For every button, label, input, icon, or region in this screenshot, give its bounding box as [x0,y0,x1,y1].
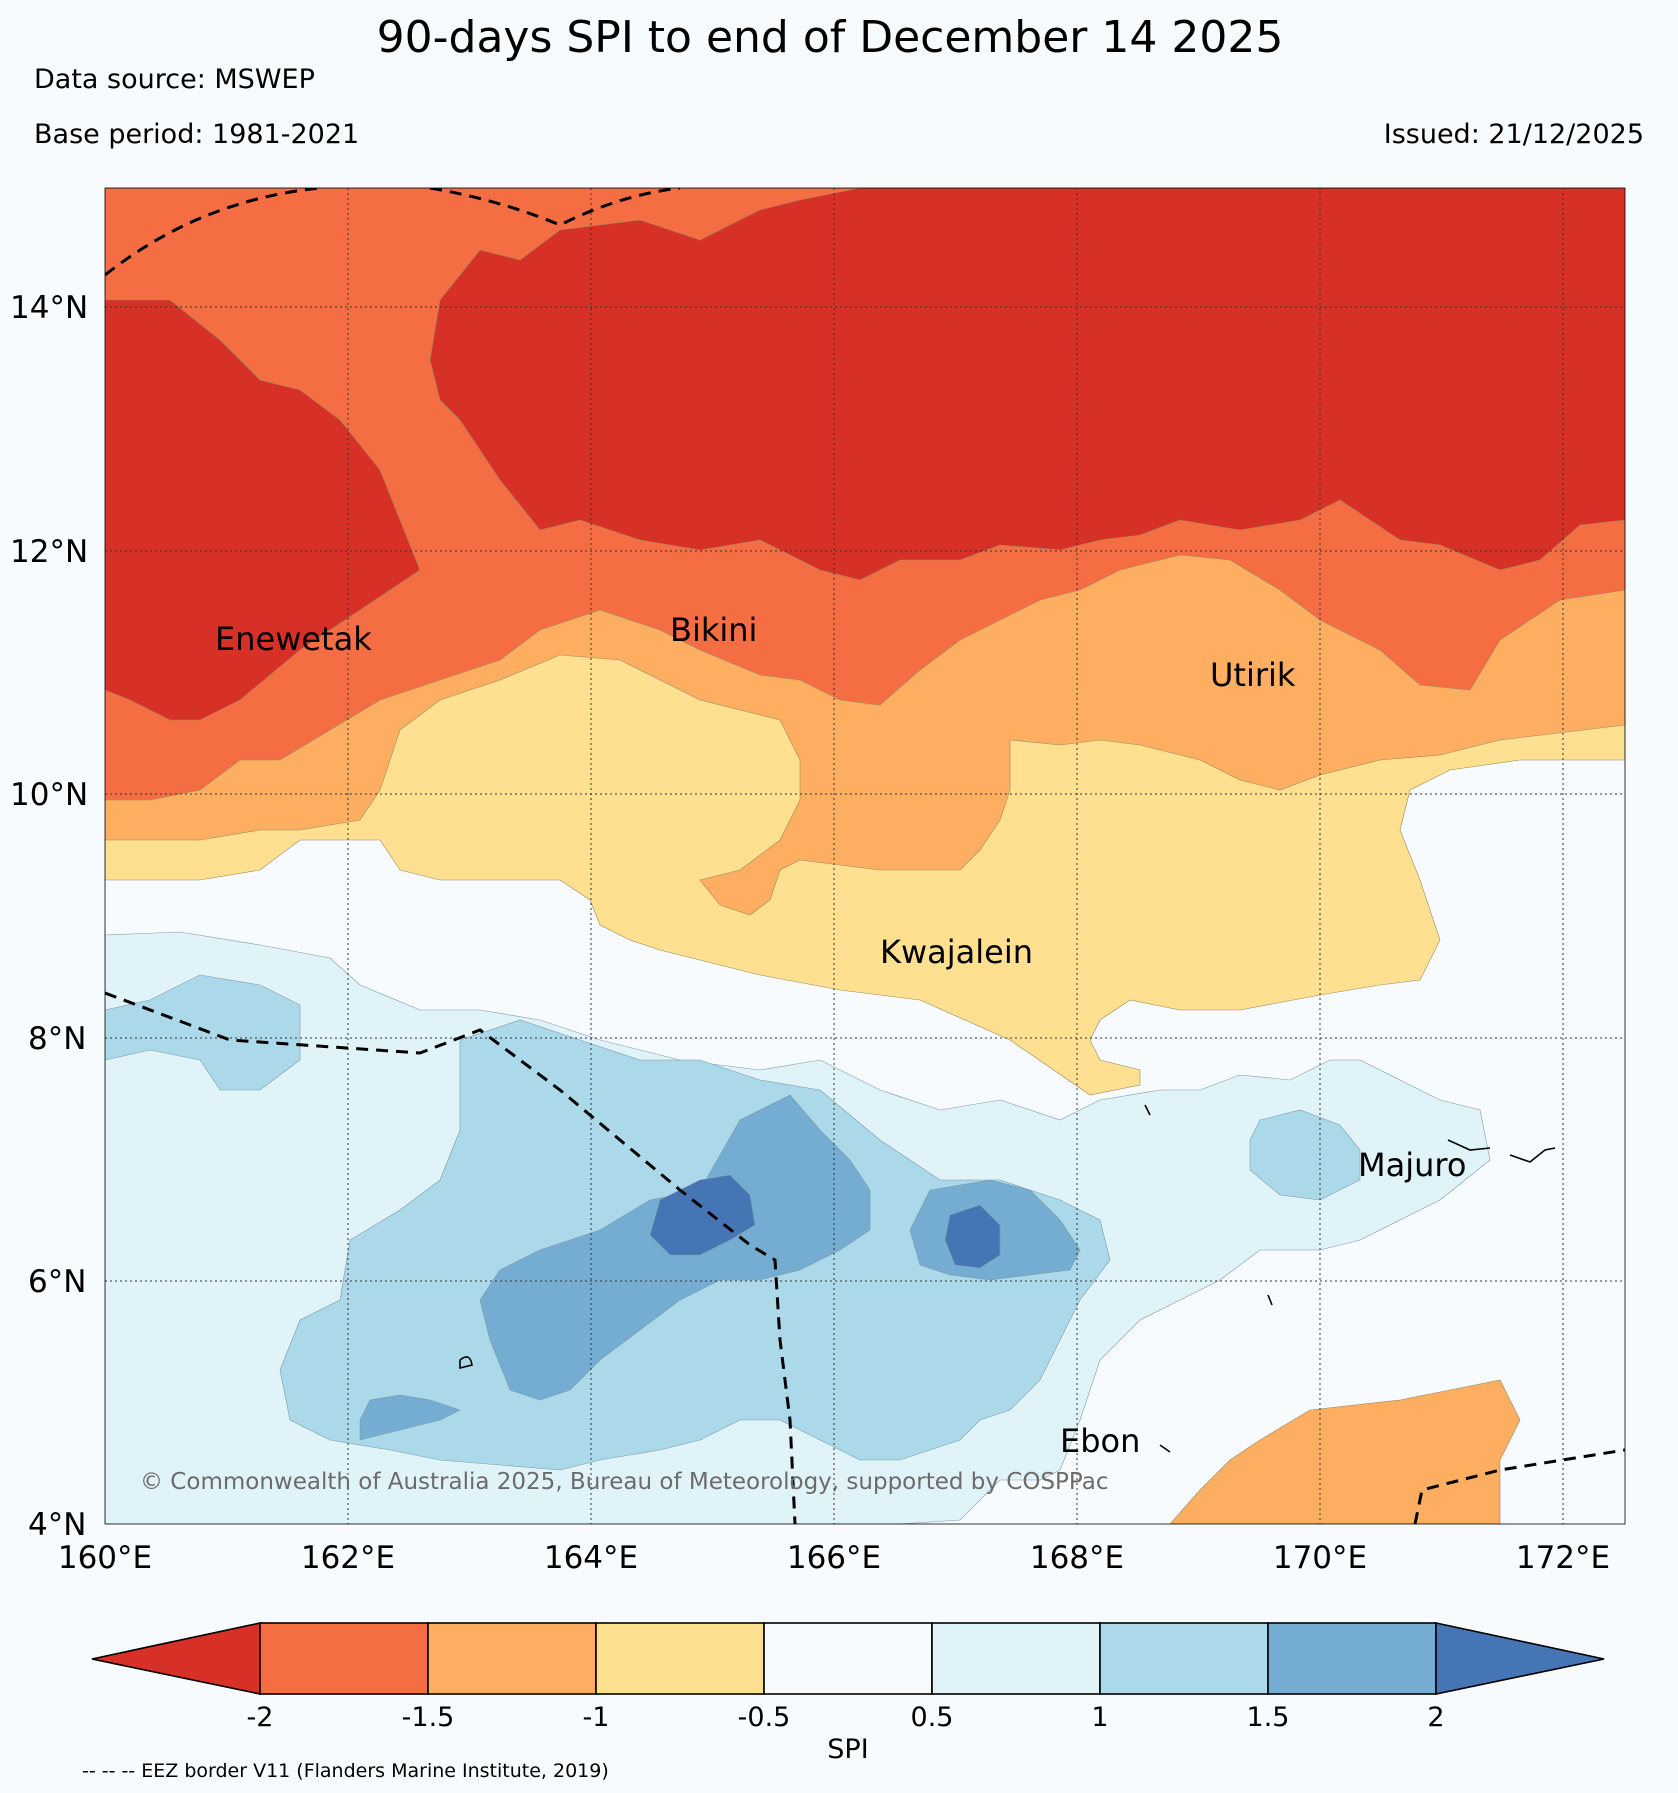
colorbar-tick-label: -2 [247,1702,274,1733]
lat-tick-label: 10°N [10,777,88,813]
lon-tick-label: 168°E [1030,1540,1124,1576]
eez-footnote: -- -- -- EEZ border V11 (Flanders Marine… [82,1760,609,1782]
colorbar-tick-label: 2 [1427,1702,1444,1733]
dry-zone-extreme [105,188,1625,721]
place-label-ebon: Ebon [1060,1422,1140,1460]
place-label-enewetak: Enewetak [215,620,372,658]
longitude-axis: 160°E 162°E 164°E 166°E 168°E 170°E 172°… [58,1540,1610,1576]
colorbar-extend-high [1435,1622,1605,1695]
colorbar-tick-label: -1 [583,1702,610,1733]
base-period-label: Base period: 1981-2021 [34,119,359,150]
lat-tick-label: 4°N [28,1507,86,1543]
colorbar-tick-label: 1 [1091,1702,1108,1733]
map-frame [104,187,1626,1525]
place-label-utirik: Utirik [1210,656,1296,694]
spi-map: Enewetak Bikini Utirik Kwajalein Majuro … [105,188,1625,1524]
lon-tick-label: 172°E [1516,1540,1610,1576]
colorbar-segment [595,1622,765,1695]
colorbar-segment [259,1622,429,1695]
colorbar-tick-label: 0.5 [911,1702,954,1733]
issued-label: Issued: 21/12/2025 [1384,119,1644,150]
colorbar-segment [427,1622,597,1695]
data-source-label: Data source: MSWEP [34,64,315,95]
lon-tick-label: 166°E [787,1540,881,1576]
place-label-kwajalein: Kwajalein [880,933,1033,971]
coastlines [459,1104,1556,1453]
lon-tick-label: 160°E [58,1540,152,1576]
lat-tick-label: 8°N [28,1021,86,1057]
eez-border [105,188,1625,1524]
lat-tick-label: 6°N [28,1264,86,1300]
lon-tick-label: 164°E [544,1540,638,1576]
place-label-bikini: Bikini [670,611,757,649]
lat-tick-label: 12°N [10,534,88,570]
page-title: 90-days SPI to end of December 14 2025 [377,12,1284,63]
wet-zone-extreme [649,1174,1001,1269]
colorbar [91,1622,1605,1695]
wet-zone-strong [359,1094,1081,1441]
colorbar-segment [1267,1622,1437,1695]
colorbar-segment [931,1622,1101,1695]
graticule [105,188,1625,1524]
lon-tick-label: 162°E [301,1540,395,1576]
colorbar-extend-low [91,1622,261,1695]
colorbar-tick-label: 1.5 [1247,1702,1290,1733]
latitude-axis: 14°N 12°N 10°N 8°N 6°N 4°N [10,290,88,1543]
lat-tick-label: 14°N [10,290,88,326]
colorbar-segment [763,1622,933,1695]
colorbar-tick-label: -0.5 [738,1702,791,1733]
colorbar-segment [1099,1622,1269,1695]
lon-tick-label: 170°E [1273,1540,1367,1576]
copyright-notice: © Commonwealth of Australia 2025, Bureau… [140,1469,1109,1495]
place-label-majuro: Majuro [1358,1146,1466,1184]
colorbar-ticks: -2 -1.5 -1 -0.5 0.5 1 1.5 2 [247,1702,1445,1733]
colorbar-tick-label: -1.5 [402,1702,455,1733]
colorbar-label: SPI [827,1734,868,1765]
